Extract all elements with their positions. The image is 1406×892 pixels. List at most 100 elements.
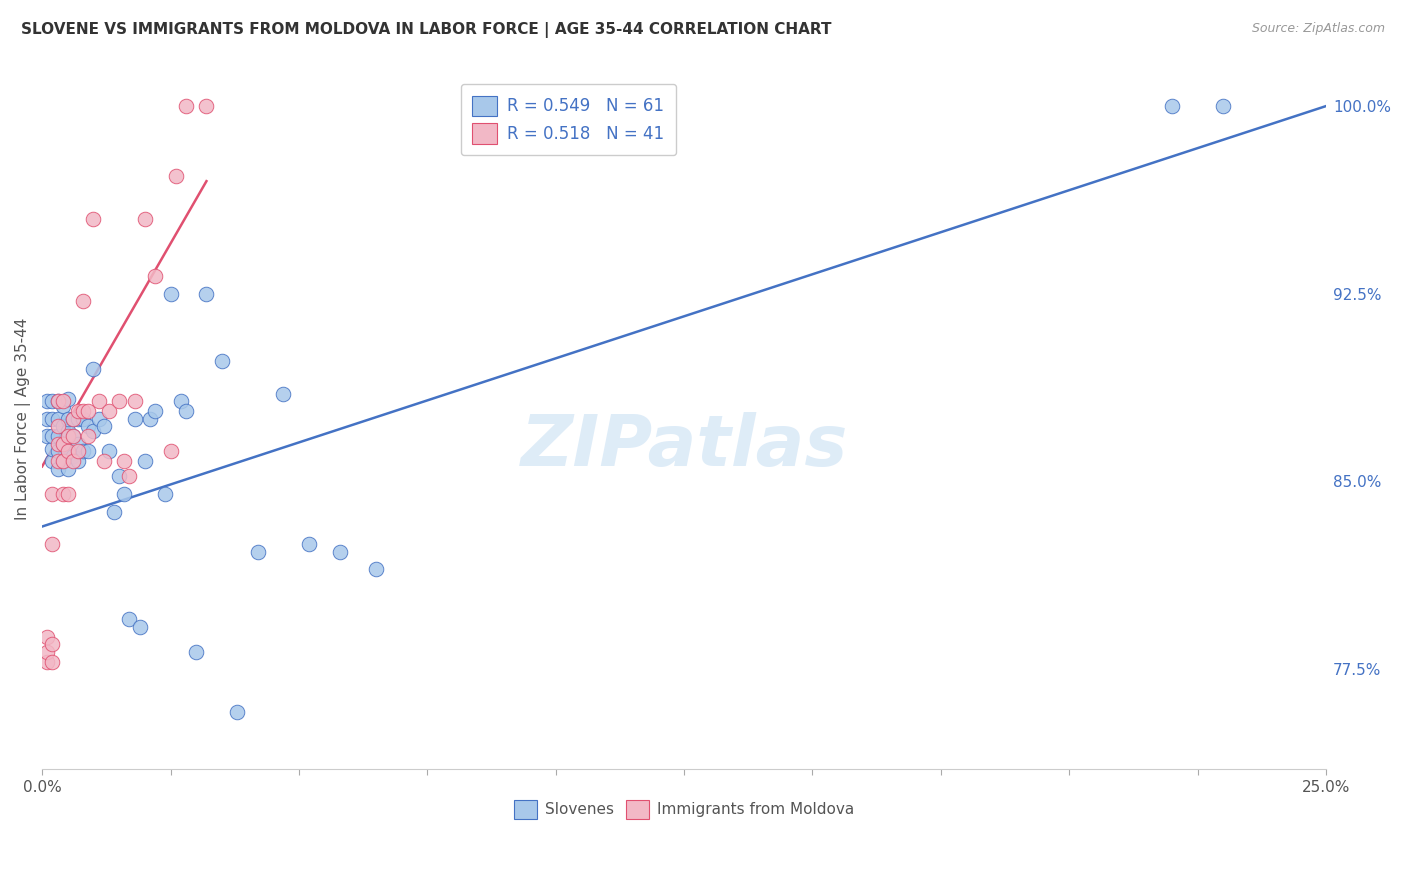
Point [52,400,75,414]
Point [41,537,63,551]
Point [112,487,135,501]
Point [82,211,104,226]
Point [143,269,166,284]
Point [72,404,94,418]
Point [62,454,84,468]
Point [41,655,63,669]
Point [62,450,84,464]
Point [186,645,208,659]
Point [46,437,69,451]
Point [93,419,115,434]
Point [128,620,150,634]
Y-axis label: In Labor Force | Age 35-44: In Labor Force | Age 35-44 [15,318,31,520]
Point [226,705,249,719]
Point [124,412,146,426]
Point [195,99,218,113]
Point [56,444,79,458]
Point [41,637,63,651]
Point [134,211,156,226]
Point [72,294,94,309]
Point [46,394,69,409]
Point [56,412,79,426]
Point [87,412,110,426]
Point [46,454,69,468]
Point [41,442,63,456]
Point [72,444,94,458]
Point [211,354,233,368]
Point [77,419,100,434]
Point [52,487,75,501]
Point [62,429,84,443]
Point [41,454,63,468]
Point [37,429,59,443]
Point [37,394,59,409]
Point [56,392,79,406]
Legend: Slovenes, Immigrants from Moldova: Slovenes, Immigrants from Moldova [508,794,860,825]
Point [37,655,59,669]
Point [364,562,387,576]
Point [46,462,69,476]
Point [37,630,59,644]
Point [246,544,269,558]
Point [37,412,59,426]
Point [1161,99,1184,113]
Point [67,412,90,426]
Point [62,429,84,443]
Point [108,394,131,409]
Point [46,394,69,409]
Point [62,412,84,426]
Point [52,437,75,451]
Point [41,412,63,426]
Point [46,412,69,426]
Point [67,437,90,451]
Point [124,394,146,409]
Point [273,387,295,401]
Point [155,487,177,501]
Point [46,419,69,434]
Point [77,444,100,458]
Point [82,362,104,376]
Point [67,404,90,418]
Point [37,645,59,659]
Point [143,404,166,418]
Point [41,429,63,443]
Point [174,99,197,113]
Point [118,612,141,626]
Point [56,425,79,439]
Point [118,469,141,483]
Text: Source: ZipAtlas.com: Source: ZipAtlas.com [1251,22,1385,36]
Point [52,437,75,451]
Point [170,394,193,409]
Point [56,462,79,476]
Point [97,404,120,418]
Point [108,469,131,483]
Point [103,504,125,518]
Point [195,286,218,301]
Point [165,169,187,183]
Point [52,454,75,468]
Point [41,487,63,501]
Point [159,286,181,301]
Point [112,454,135,468]
Point [52,394,75,409]
Point [56,429,79,443]
Point [67,444,90,458]
Point [93,454,115,468]
Point [56,444,79,458]
Point [159,444,181,458]
Point [46,444,69,458]
Point [298,537,321,551]
Point [52,419,75,434]
Point [56,487,79,501]
Point [87,394,110,409]
Point [139,412,162,426]
Point [77,404,100,418]
Point [97,444,120,458]
Point [1212,99,1234,113]
Point [62,412,84,426]
Text: SLOVENE VS IMMIGRANTS FROM MOLDOVA IN LABOR FORCE | AGE 35-44 CORRELATION CHART: SLOVENE VS IMMIGRANTS FROM MOLDOVA IN LA… [21,22,831,38]
Point [329,544,352,558]
Point [82,425,104,439]
Point [174,404,197,418]
Point [134,454,156,468]
